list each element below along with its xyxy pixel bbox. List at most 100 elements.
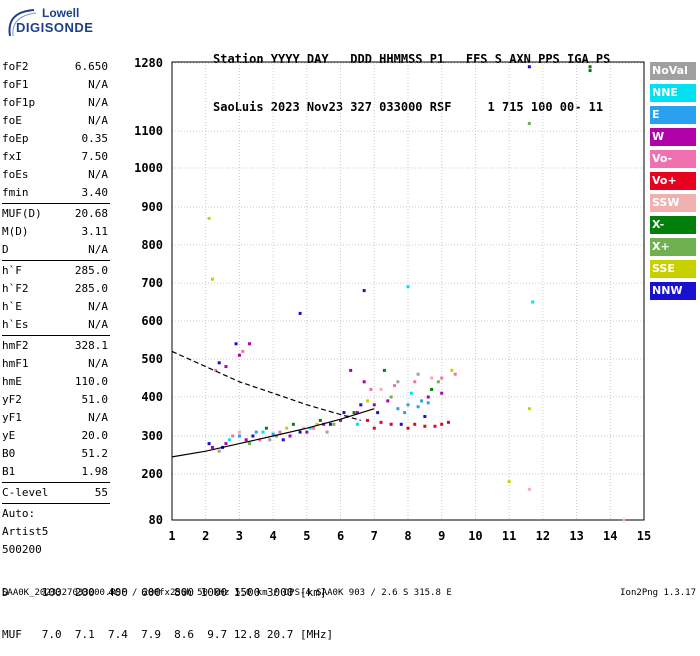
x-tick-label: 8 [404, 529, 411, 543]
param-label: fmin [2, 186, 29, 199]
autoscale-text: 500200 [2, 543, 42, 556]
param-label: foEp [2, 132, 29, 145]
x-tick-label: 15 [637, 529, 651, 543]
param-value: N/A [88, 96, 108, 109]
param-value: 3.11 [81, 225, 109, 238]
autoscale-text: Auto: [2, 507, 36, 520]
data-point [210, 445, 214, 449]
data-point [312, 426, 316, 430]
param-label: yF2 [2, 393, 22, 406]
param-row-b1: B1 1.98 [2, 463, 110, 481]
param-row-b0: B0 51.2 [2, 445, 110, 463]
data-point [248, 342, 252, 346]
param-value: 110.0 [74, 375, 108, 388]
data-point [366, 399, 370, 403]
data-point [301, 426, 305, 430]
param-label: foEs [2, 168, 29, 181]
data-point [298, 430, 302, 434]
data-point [409, 391, 413, 395]
param-value: 51.0 [81, 393, 109, 406]
param-value: N/A [88, 300, 108, 313]
data-point [332, 422, 336, 426]
param-label: hmF1 [2, 357, 29, 370]
param-value: 20.0 [81, 429, 109, 442]
x-tick-label: 11 [502, 529, 516, 543]
logo-product: DIGISONDE [16, 20, 94, 35]
param-label: hmF2 [2, 339, 29, 352]
data-point [423, 415, 427, 418]
data-point [210, 277, 214, 281]
param-value: N/A [88, 411, 108, 424]
data-point [237, 434, 241, 438]
param-value: N/A [88, 114, 108, 127]
param-value: N/A [88, 357, 108, 370]
data-point [275, 434, 279, 438]
data-point [234, 342, 238, 346]
param-label: foF2 [2, 60, 29, 73]
data-point [527, 65, 531, 69]
param-value: 285.0 [74, 282, 108, 295]
y-tick-label: 500 [141, 352, 163, 366]
data-point [588, 65, 592, 69]
ionogram-plot: 1 2 3 4 5 6 7 8 9 10 11 12 13 14 15 128011001000900800… [134, 56, 651, 543]
data-point [278, 430, 282, 434]
data-point [406, 426, 410, 430]
y-tick-label: 600 [141, 314, 163, 328]
param-value: 7.50 [81, 150, 109, 163]
param-label: D [2, 243, 9, 256]
plot-grid [171, 62, 645, 521]
data-point [268, 438, 272, 442]
param-label: fxI [2, 150, 22, 163]
data-point [339, 418, 343, 422]
data-point [308, 426, 312, 430]
legend-item-nnw: NNW [650, 282, 696, 300]
param-value: 55 [94, 486, 108, 499]
data-point [399, 422, 403, 426]
data-point [406, 285, 410, 289]
x-tick-label: 1 [168, 529, 175, 543]
param-row-muf-d-: MUF(D) 20.68 [2, 205, 110, 223]
data-point [416, 405, 420, 409]
data-point [527, 407, 531, 411]
data-point [254, 430, 258, 434]
param-value: 3.40 [81, 186, 109, 199]
data-point [453, 372, 457, 376]
param-label: h`E [2, 300, 22, 313]
y-tick-label: 1280 [134, 56, 163, 70]
data-point [355, 411, 359, 415]
param-label: h`Es [2, 318, 29, 331]
muf-distance-table: D 100 200 400 600 800 1000 1500 3000 [km… [2, 558, 333, 656]
data-point [386, 399, 390, 403]
x-tick-label: 7 [371, 529, 378, 543]
param-row-c-level: C-level 55 [2, 484, 110, 502]
param-row-fmin: fmin 3.40 [2, 184, 110, 202]
data-point [244, 438, 248, 442]
param-row-hmf1: hmF1 N/A [2, 355, 110, 373]
logo-swoosh-icon [8, 9, 37, 37]
y-tick-label: 400 [141, 390, 163, 404]
param-row-d: D N/A [2, 241, 110, 259]
param-value: 1.98 [81, 465, 109, 478]
dashed-curve [171, 350, 361, 421]
data-point [430, 376, 434, 380]
param-separator [2, 482, 110, 483]
param-row-h-e: h`E N/A [2, 298, 110, 316]
data-point [446, 420, 450, 424]
x-tick-label: 6 [337, 529, 344, 543]
data-point [359, 403, 363, 407]
data-point [342, 411, 346, 415]
param-value: 6.650 [74, 60, 108, 73]
data-point [507, 480, 511, 484]
x-tick-label: 12 [536, 529, 550, 543]
param-label: hmE [2, 375, 22, 388]
data-point [527, 487, 531, 491]
legend-item-x-: X- [650, 216, 696, 234]
x-tick-label: 5 [303, 529, 310, 543]
param-label: yF1 [2, 411, 22, 424]
data-point [362, 380, 366, 384]
param-value: 285.0 [74, 264, 108, 277]
x-tick-label: 2 [202, 529, 209, 543]
data-point [224, 442, 228, 446]
data-point [423, 424, 427, 428]
param-value: N/A [88, 78, 108, 91]
